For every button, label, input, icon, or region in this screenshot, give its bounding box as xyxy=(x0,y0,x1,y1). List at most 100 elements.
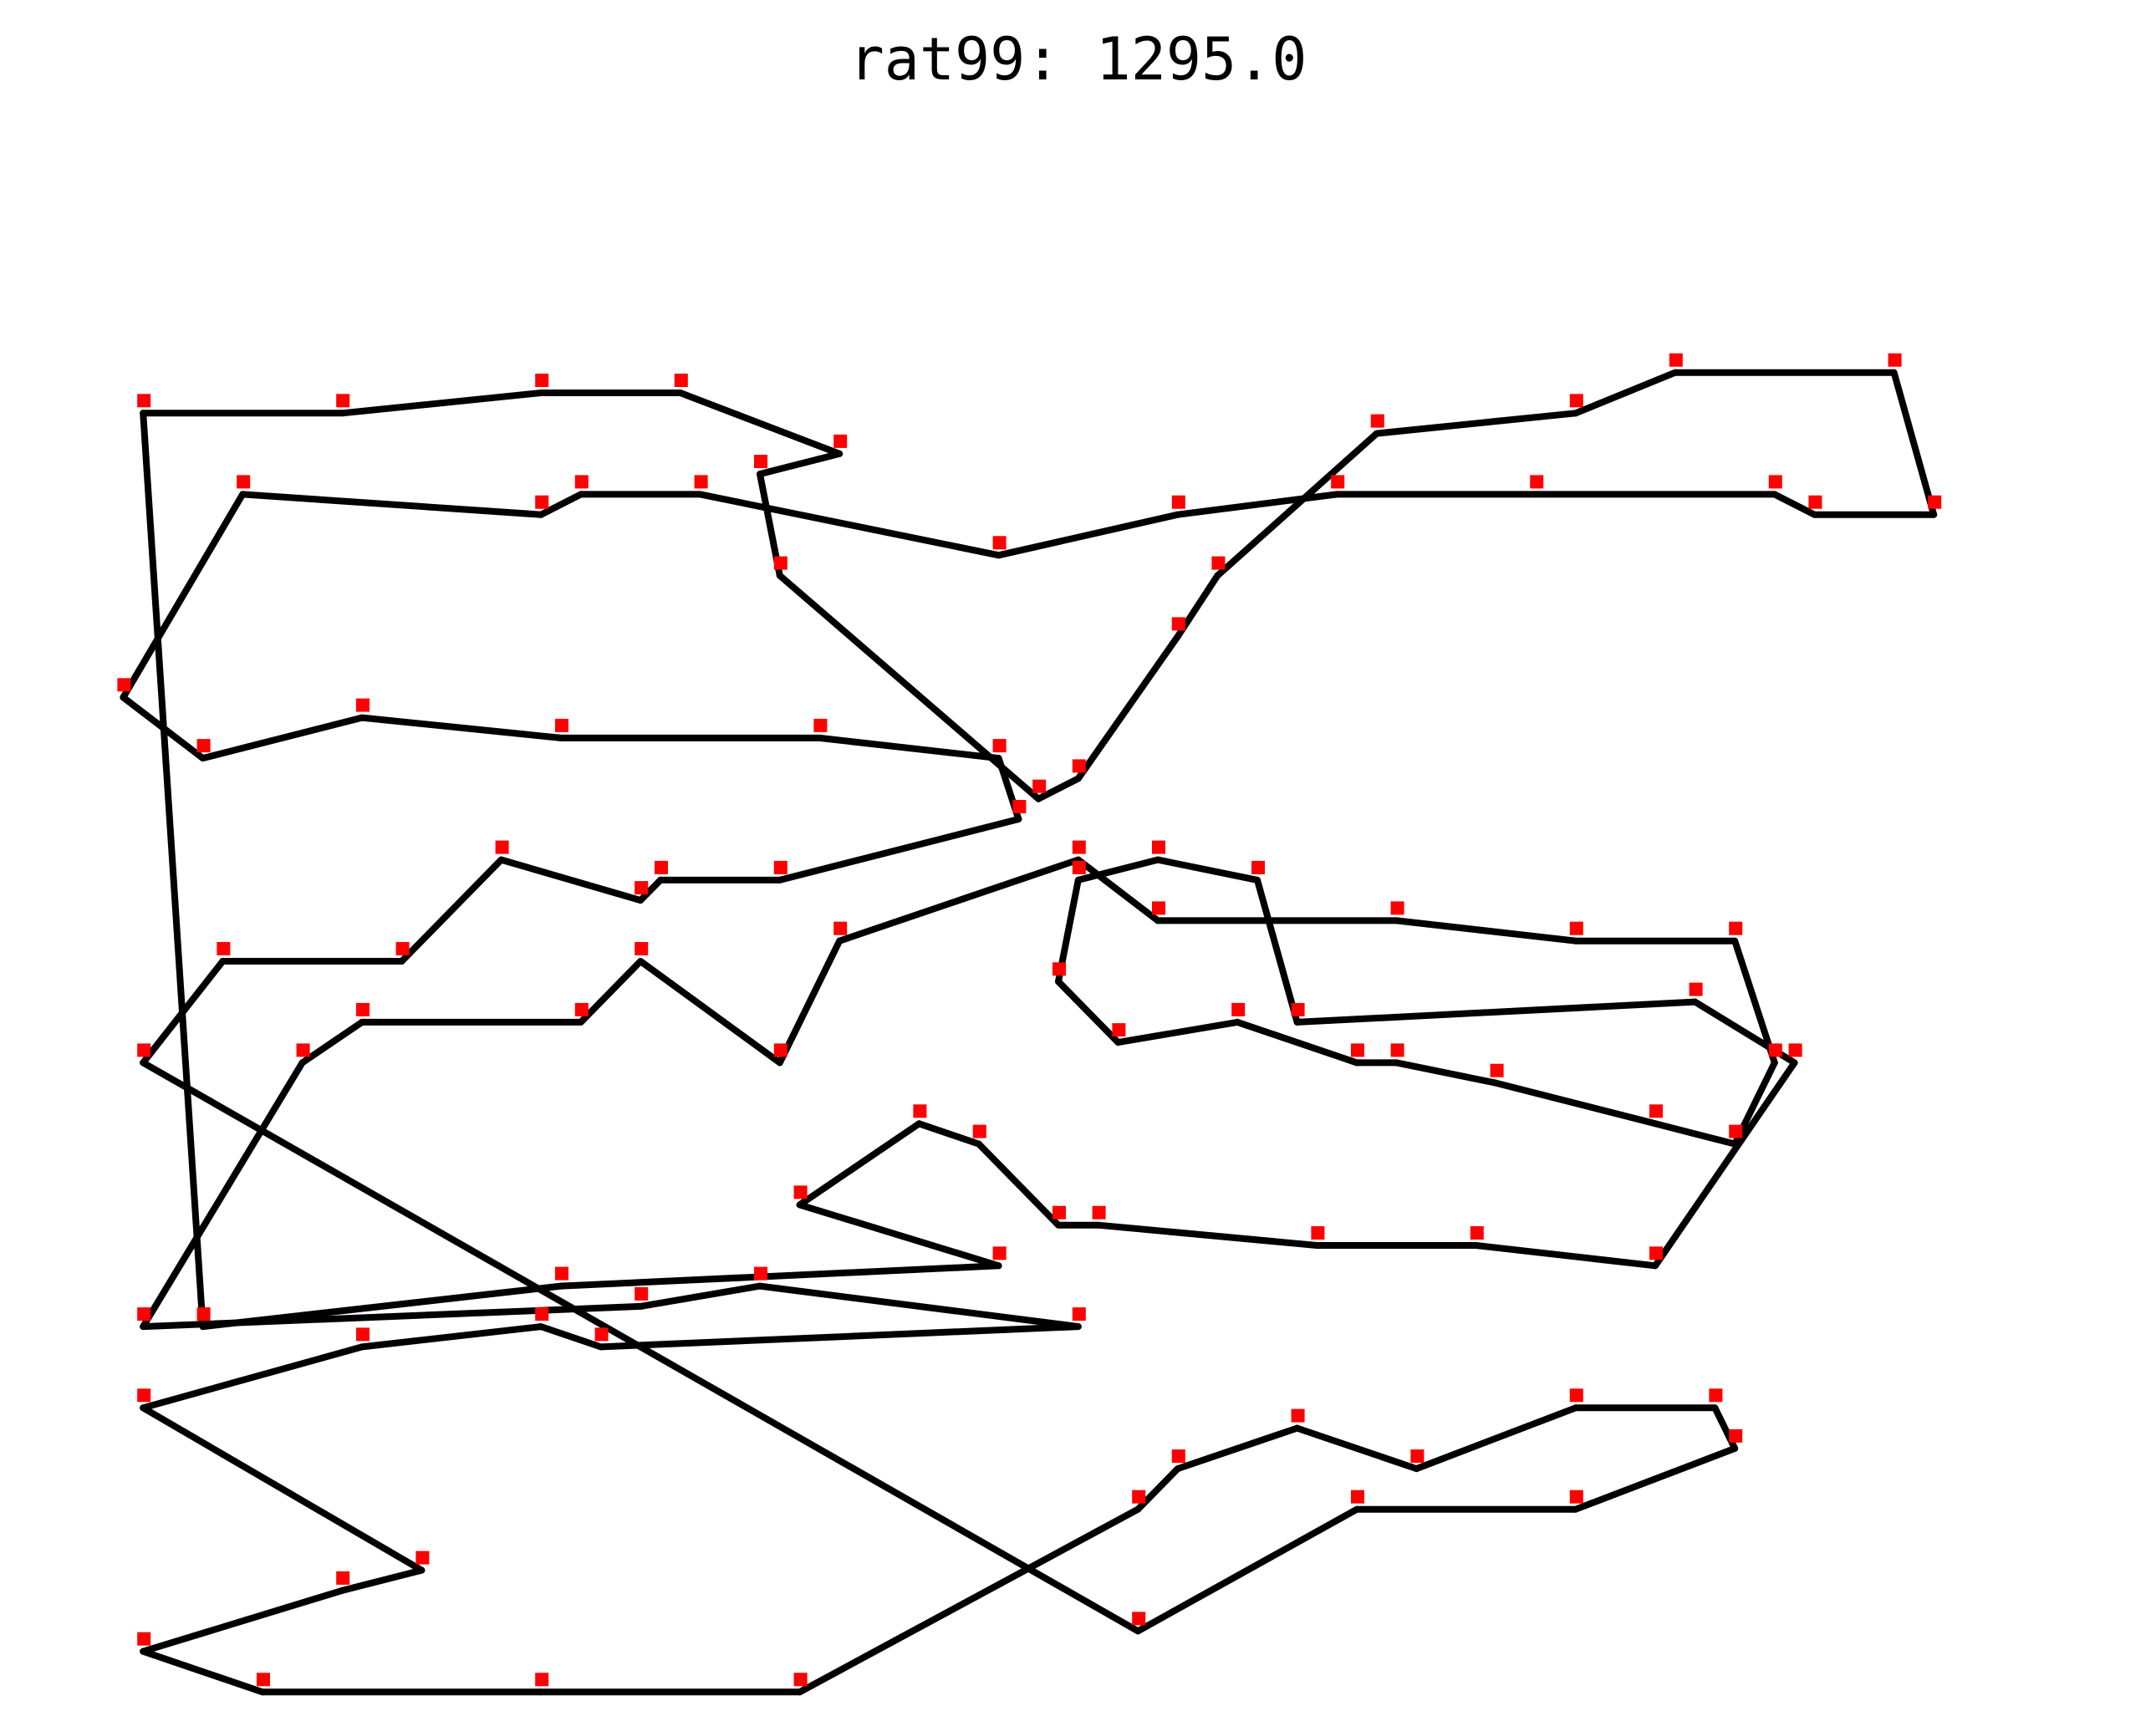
city-point xyxy=(137,1632,151,1646)
tour-edge xyxy=(836,856,1082,945)
city-nodes xyxy=(117,353,1942,1687)
city-point xyxy=(296,1043,310,1057)
tour-edge xyxy=(796,1201,1002,1270)
tour-edge xyxy=(1074,633,1181,782)
tour-edge xyxy=(1055,978,1122,1046)
city-point xyxy=(1788,1043,1802,1057)
city-point xyxy=(1649,1246,1663,1260)
city-point xyxy=(1112,1023,1126,1037)
city-point xyxy=(1709,1388,1723,1403)
tour-edge xyxy=(1094,1221,1321,1249)
city-point xyxy=(773,1043,787,1057)
city-point xyxy=(217,942,231,955)
city-point xyxy=(356,1002,370,1016)
city-point xyxy=(913,1104,927,1118)
tour-edge xyxy=(339,1566,426,1594)
city-point xyxy=(1729,1124,1743,1138)
city-point xyxy=(237,475,251,489)
tour-edge xyxy=(359,1323,545,1351)
city-point xyxy=(574,1002,589,1016)
city-point xyxy=(535,1673,549,1687)
city-point xyxy=(415,1551,430,1565)
city-point xyxy=(117,678,131,692)
city-point xyxy=(1729,1428,1743,1443)
city-point xyxy=(356,698,370,712)
city-point xyxy=(655,860,668,874)
tour-edge xyxy=(1214,430,1380,579)
city-point xyxy=(793,1185,808,1199)
city-point xyxy=(1171,495,1185,509)
tour-edge xyxy=(1393,917,1579,945)
tour-edge xyxy=(676,390,844,457)
city-point xyxy=(137,1388,151,1403)
tour-edge xyxy=(1134,1505,1360,1635)
tour-edge xyxy=(1074,856,1161,924)
city-point xyxy=(1171,1449,1185,1464)
city-point xyxy=(535,374,549,387)
city-point xyxy=(336,394,350,408)
city-point xyxy=(1370,414,1384,428)
city-point xyxy=(1410,1449,1425,1464)
city-point xyxy=(773,556,787,570)
city-point xyxy=(793,1673,808,1687)
city-point xyxy=(257,1673,270,1687)
tour-edge xyxy=(140,410,206,1331)
city-point xyxy=(1808,495,1822,509)
chart-title: rat99: 1295.0 xyxy=(849,25,1307,94)
tour-edge xyxy=(140,1059,306,1331)
city-point xyxy=(196,739,211,753)
tour-edge xyxy=(239,491,545,518)
city-point xyxy=(1053,1205,1066,1220)
city-point xyxy=(1152,901,1165,915)
tour-edge xyxy=(140,1647,266,1696)
tour-edge xyxy=(1413,1404,1579,1473)
city-point xyxy=(992,536,1007,550)
tour-edge xyxy=(538,491,584,518)
city-point xyxy=(1569,921,1583,935)
city-point xyxy=(1390,1043,1404,1057)
city-point xyxy=(1649,1104,1663,1118)
city-point xyxy=(1928,495,1942,509)
city-point xyxy=(1072,840,1086,854)
tour-edge xyxy=(1293,1424,1420,1473)
tour-edge xyxy=(757,450,844,478)
city-point xyxy=(1251,860,1265,874)
tour-edge xyxy=(776,937,844,1067)
city-point xyxy=(555,718,568,732)
tour-edge xyxy=(816,734,1002,762)
city-point xyxy=(1072,759,1086,773)
tour-edge xyxy=(1771,491,1818,518)
city-point xyxy=(555,1266,568,1281)
tour-edge xyxy=(1074,856,1161,884)
city-point xyxy=(635,881,649,895)
tour-edge xyxy=(776,816,1022,884)
city-point xyxy=(694,475,708,489)
tour-edge xyxy=(1254,876,1301,1026)
city-point xyxy=(754,1266,767,1281)
city-point xyxy=(1211,556,1226,570)
tour-edge xyxy=(538,1323,604,1351)
tour-edge xyxy=(1293,998,1699,1026)
tour-edges xyxy=(120,369,1938,1696)
tour-edge xyxy=(1174,491,1341,518)
city-point xyxy=(1569,1489,1583,1504)
tour-edge xyxy=(757,1282,1082,1331)
city-point xyxy=(1490,1063,1504,1077)
city-point xyxy=(1291,1408,1305,1423)
tour-edge xyxy=(1652,1120,1739,1148)
tour-edge xyxy=(497,856,645,904)
tour-edge xyxy=(120,491,247,701)
city-point xyxy=(833,434,848,448)
city-point xyxy=(1888,353,1902,367)
city-point xyxy=(1669,353,1683,367)
city-point xyxy=(1072,1307,1086,1321)
tour-edge xyxy=(637,876,664,904)
city-point xyxy=(1768,475,1782,489)
tour-edge xyxy=(558,1262,1002,1290)
city-point xyxy=(1053,962,1066,976)
city-point xyxy=(773,860,787,874)
tour-edge xyxy=(1492,1079,1659,1128)
city-point xyxy=(754,455,767,469)
city-point xyxy=(137,1043,151,1057)
